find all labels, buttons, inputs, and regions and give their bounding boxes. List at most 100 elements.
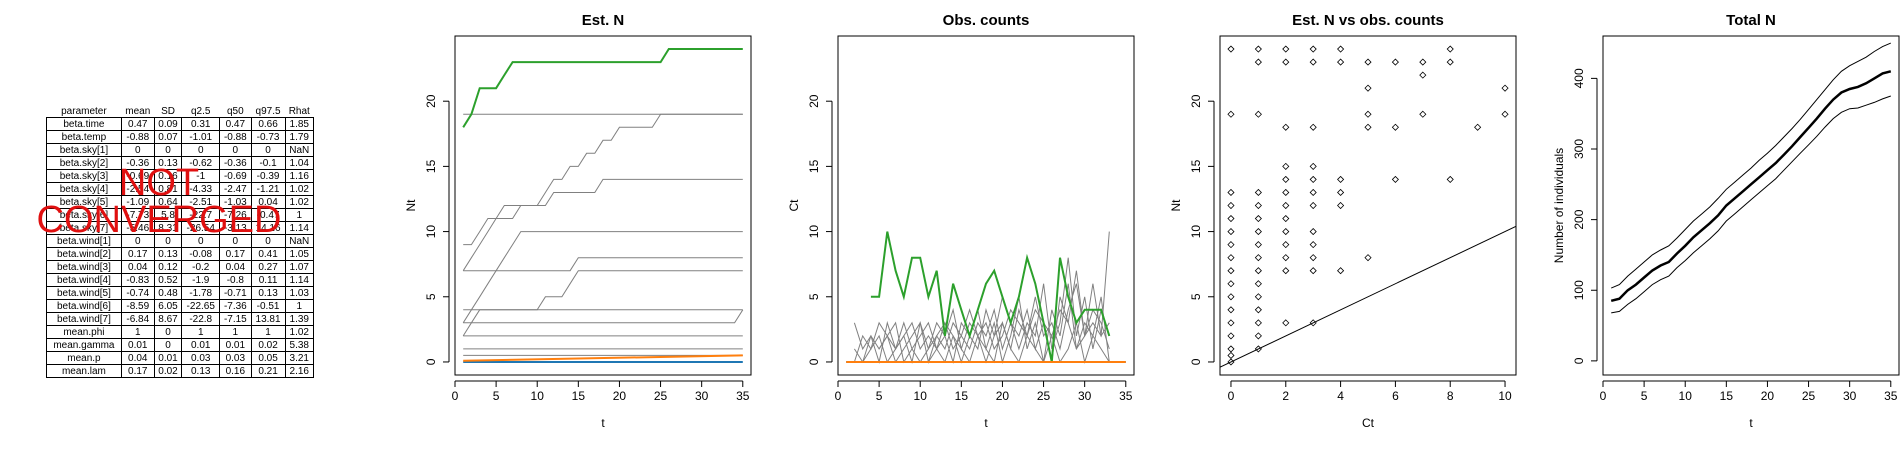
plot-frame [837,35,1135,376]
scatter-point [1254,306,1262,314]
y-tick-label: 300 [1572,139,1586,159]
x-tick-label: 15 [1720,389,1734,403]
scatter-point [1419,58,1427,66]
y-axis-label: Nt [404,199,418,212]
y-tick-label: 15 [1189,159,1203,173]
table-cell: 2.16 [284,364,315,378]
table-row: mean.p 0.04 0.01 0.03 0.03 0.05 3.21 [46,351,315,365]
x-tick-label: 10 [1679,389,1693,403]
scatter-point [1364,123,1372,131]
scatter-point [1282,123,1290,131]
x-tick-label: 0 [452,389,459,403]
y-axis-label: Nt [1169,199,1183,212]
scatter-point [1254,267,1262,275]
x-axis-label: t [601,416,605,430]
x-tick-label: 25 [654,389,668,403]
y-axis-label: Ct [787,199,801,212]
x-tick-label: 0 [1600,389,1607,403]
scatter-point [1254,280,1262,288]
scatter-point [1419,110,1427,118]
y-tick-label: 15 [807,159,821,173]
table-cell: -7.36 [219,299,252,313]
series-line [463,113,743,246]
x-tick-label: 20 [613,389,627,403]
x-tick-label: 5 [493,389,500,403]
table-header-row: parameter mean SD q2.5 q50 q97.5 Rhat [47,105,314,118]
chart-title: Est. N [582,12,625,29]
series-line [878,283,1110,351]
scatter-point [1227,351,1235,360]
column-header: SD [161,105,175,117]
scatter-point [1282,254,1290,262]
y-tick-label: 5 [424,293,438,300]
scatter-point [1337,175,1345,183]
table-row: beta.sky[3] -0.69 0.16 -1 -0.69 -0.39 1.16 [46,169,315,183]
x-tick-label: 0 [835,389,842,403]
table-row: mean.phi 1 0 1 1 1 1.02 [46,325,315,339]
x-tick-label: 25 [1802,389,1816,403]
scatter-point [1391,123,1399,131]
scatter-point [1282,267,1290,275]
scatter-point [1254,332,1262,340]
chart-title: Obs. counts [943,12,1030,29]
scatter-point [1254,214,1262,223]
y-tick-label: 20 [424,94,438,108]
series-line [463,270,743,311]
table-cell: mean.lam [46,364,122,378]
scatter-point [1227,293,1235,301]
scatter-point [1309,58,1317,66]
parameter-table: parameter mean SD q2.5 q50 q97.5 Rhat beta.tim… [46,105,315,378]
scatter-point [1227,332,1235,340]
scatter-point [1227,45,1235,53]
x-tick-label: 25 [1037,389,1051,403]
table-row: beta.sky[7] -5.46 8.31 -26.54 -3.13 14.16 1.14 [46,221,315,235]
column-header: mean [125,105,151,117]
column-header: parameter [61,105,107,117]
scatter-point [1309,241,1317,249]
scatter-point [1337,201,1345,210]
plot-area [462,48,744,363]
table-body: beta.time 0.47 0.09 0.31 0.47 0.66 1.85 beta.te… [46,117,315,378]
table-cell: -6.84 [120,312,155,326]
x-tick-label: 30 [695,389,709,403]
scatter-point [1254,241,1262,249]
chart-2: Obs. counts t Ct 0 5 10 15 20 25 30 35 0 5 10 15 20 [787,12,1135,430]
scatter-point [1282,228,1290,236]
column-header: q50 [226,105,244,117]
scatter-point [1337,188,1345,197]
y-tick-label: 5 [1189,293,1203,300]
x-tick-label: 35 [736,389,750,403]
y-tick-label: 400 [1572,68,1586,88]
scatter-point [1227,110,1235,118]
scatter-point [1254,58,1262,66]
table-cell: 0.02 [153,364,183,378]
scatter-point [1254,201,1262,210]
plot-frame [1219,35,1517,376]
x-axis-label: t [984,416,988,430]
series-line [1610,70,1892,303]
scatter-point [1337,267,1345,275]
scatter-point [1364,110,1372,118]
scatter-point [1309,228,1317,236]
scatter-point [1391,58,1399,66]
table-cell: 1 [219,325,252,339]
y-tick-label: 20 [1189,94,1203,108]
y-axis-label: Number of individuals [1552,148,1566,263]
x-tick-label: 8 [1447,389,1454,403]
series-line [870,231,1111,363]
scatter-point [1501,84,1509,92]
scatter-point [1309,123,1317,131]
column-header: Rhat [288,105,310,117]
x-tick-label: 0 [1228,389,1235,403]
scatter-point [1254,228,1262,236]
identity-line [1220,225,1516,368]
scatter-point [1227,241,1235,249]
chart-3: Est. N vs obs. counts Ct Nt 0 2 4 6 8 10 0 5 10 15 20 [1169,12,1517,430]
x-tick-label: 5 [1641,389,1648,403]
column-header: q2.5 [191,105,211,117]
x-tick-label: 35 [1119,389,1133,403]
x-tick-label: 30 [1843,389,1857,403]
scatter-point [1254,188,1262,197]
scatter-point [1254,45,1262,53]
series-line [462,48,743,128]
